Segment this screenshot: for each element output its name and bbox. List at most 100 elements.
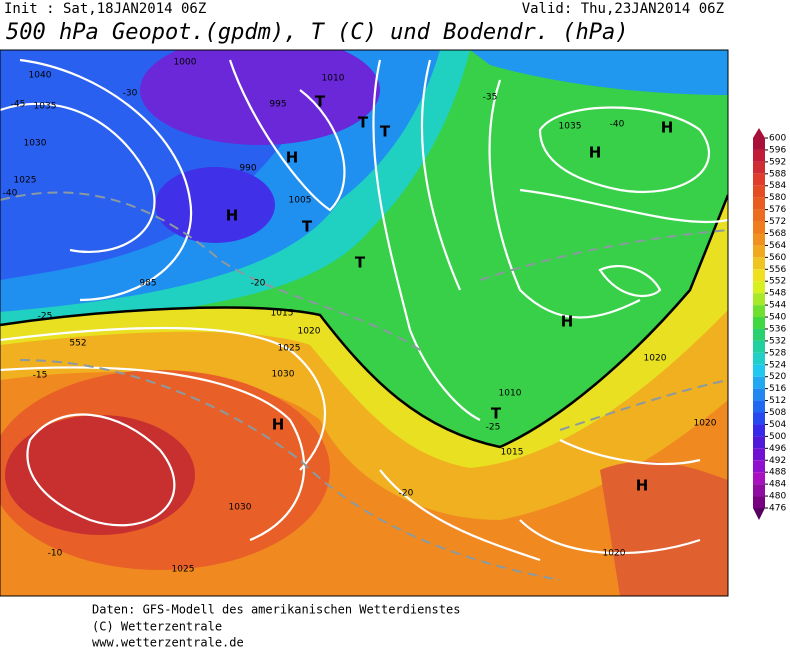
colorbar-top-tip [753,128,765,138]
pressure-center: T [315,93,326,111]
contour-label: -40 [610,120,625,130]
colorbar-label: 504 [769,420,786,430]
pressure-center: H [286,149,299,167]
colorbar-label: 480 [769,492,786,502]
contour-label: 1025 [278,344,301,354]
contour-label: 1020 [298,327,321,337]
colorbar-band [753,448,765,461]
colorbar-band [753,317,765,329]
colorbar-label: 592 [769,157,786,167]
contour-label: 1020 [644,354,667,364]
contour-label: -30 [123,89,138,99]
init-time: Init : Sat,18JAN2014 06Z [4,1,206,17]
colorbar-label: 528 [769,348,786,358]
contour-label: -25 [38,312,53,322]
colorbar-band [753,376,765,389]
colorbar-band [753,496,765,508]
colorbar-label: 564 [769,241,786,251]
colorbar-label: 588 [769,169,786,179]
colorbar-band [753,269,765,282]
colorbar-label: 548 [769,289,786,299]
colorbar-band [753,173,765,186]
footer-line: Daten: GFS-Modell des amerikanischen Wet… [92,603,460,617]
colorbar-band [753,281,765,294]
isobars [0,58,728,562]
contour-label: 1015 [271,309,294,319]
colorbar-label: 572 [769,217,786,227]
contour-label: 1035 [559,122,582,132]
isotherms [0,191,728,581]
contour-label: 1025 [14,176,37,186]
colorbar-band [753,484,765,497]
colorbar-label: 520 [769,372,786,382]
colorbar-band [753,185,765,198]
colorbar-band [753,412,765,425]
colorbar-label: 600 [769,134,786,144]
pressure-center: H [226,207,239,225]
contour-label: 1025 [172,565,195,575]
colorbar-label: 560 [769,253,786,263]
contour-label: 995 [269,100,286,110]
contour-label: 552 [69,339,86,349]
colorbar-band [753,245,765,258]
colorbar-band [753,472,765,485]
colorbar-label: 512 [769,396,786,406]
contour-label: 1000 [174,58,197,68]
footer-line: www.wetterzentrale.de [92,636,244,648]
contour-label: 1010 [499,389,522,399]
colorbar-band [753,257,765,270]
colorbar-label: 484 [769,480,786,490]
colorbar-band [753,400,765,413]
pressure-center: T [302,218,313,236]
colorbar-band [753,340,765,353]
colorbar-band [753,364,765,377]
contour-label: -15 [33,371,48,381]
colorbar-band [753,209,765,222]
contour-label: -45 [11,100,26,110]
colorbar-band [753,436,765,449]
map-title: 500 hPa Geopot.(gpdm), T (C) und Bodendr… [6,20,629,45]
colorbar-label: 500 [769,432,786,442]
contour-label: 985 [139,279,156,289]
contour-label: 1040 [29,71,52,81]
footer-line: (C) Wetterzentrale [92,620,222,634]
pressure-center: H [589,144,602,162]
colorbar-band [753,328,765,341]
contour-label: 1035 [34,102,57,112]
contour-label: -20 [251,279,266,289]
colorbar-label: 596 [769,145,786,155]
colorbar-label: 488 [769,468,786,478]
contour-label: 1020 [694,419,717,429]
colorbar-label: 568 [769,229,786,239]
colorbar-label: 532 [769,336,786,346]
colorbar-label: 508 [769,408,786,418]
colorbar-label: 544 [769,301,786,311]
pressure-center: H [561,313,574,331]
colorbar-band [753,197,765,210]
colorbar-band [753,221,765,234]
colorbar-label: 576 [769,205,786,215]
colorbar-band [753,388,765,401]
colorbar-label: 580 [769,193,786,203]
colorbar-bottom-tip [753,508,765,520]
contour-label: 1020 [603,549,626,559]
contour-label: 1030 [24,139,47,149]
pressure-center: H [272,416,285,434]
colorbar-label: 524 [769,360,786,370]
contour-label: 1030 [272,370,295,380]
pressure-center: T [491,405,502,423]
colorbar-band [753,460,765,473]
colorbar-band [753,293,765,306]
colorbar-band [753,352,765,365]
colorbar-label: 556 [769,265,786,275]
pressure-center: H [636,477,649,495]
pressure-center: T [358,114,369,132]
colorbar-band [753,149,765,162]
contour-label: 990 [239,164,256,174]
map [0,50,728,596]
contour-label: -25 [486,423,501,433]
colorbar-band [753,161,765,174]
colorbar-label: 496 [769,444,786,454]
